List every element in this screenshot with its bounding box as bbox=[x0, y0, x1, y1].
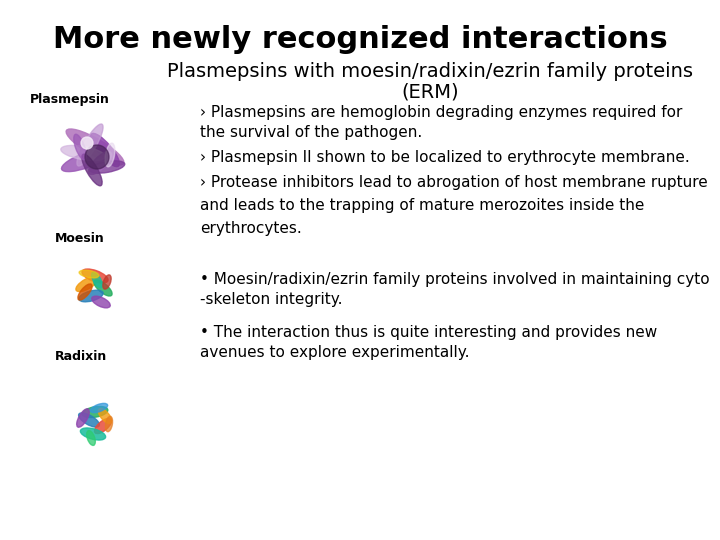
Text: erythrocytes.: erythrocytes. bbox=[200, 221, 302, 236]
Ellipse shape bbox=[94, 418, 112, 434]
Ellipse shape bbox=[76, 409, 89, 427]
Text: › Protease inhibitors lead to abrogation of host membrane rupture: › Protease inhibitors lead to abrogation… bbox=[200, 175, 708, 190]
Ellipse shape bbox=[79, 290, 103, 302]
Text: the survival of the pathogen.: the survival of the pathogen. bbox=[200, 125, 422, 140]
Ellipse shape bbox=[105, 416, 112, 431]
Ellipse shape bbox=[79, 270, 99, 278]
Ellipse shape bbox=[82, 407, 108, 417]
Ellipse shape bbox=[73, 134, 86, 160]
Ellipse shape bbox=[91, 296, 110, 308]
Ellipse shape bbox=[103, 275, 111, 289]
Circle shape bbox=[81, 137, 93, 149]
Ellipse shape bbox=[60, 145, 105, 160]
Text: Plasmepsin: Plasmepsin bbox=[30, 93, 110, 106]
Ellipse shape bbox=[94, 280, 112, 296]
Text: • Moesin/radixin/ezrin family proteins involved in maintaining cyto: • Moesin/radixin/ezrin family proteins i… bbox=[200, 272, 710, 287]
Ellipse shape bbox=[89, 161, 125, 173]
Ellipse shape bbox=[81, 428, 106, 440]
Text: avenues to explore experimentally.: avenues to explore experimentally. bbox=[200, 345, 469, 360]
Ellipse shape bbox=[78, 413, 99, 427]
Ellipse shape bbox=[105, 143, 115, 167]
Text: Radixin: Radixin bbox=[55, 350, 107, 363]
Ellipse shape bbox=[90, 403, 108, 413]
Ellipse shape bbox=[82, 269, 108, 283]
Ellipse shape bbox=[91, 272, 102, 288]
Text: Moesin: Moesin bbox=[55, 232, 104, 245]
Ellipse shape bbox=[61, 148, 112, 172]
Text: and leads to the trapping of mature merozoites inside the: and leads to the trapping of mature mero… bbox=[200, 198, 644, 213]
Ellipse shape bbox=[89, 152, 112, 174]
Ellipse shape bbox=[86, 430, 95, 445]
Ellipse shape bbox=[99, 409, 112, 423]
Text: -skeleton integrity.: -skeleton integrity. bbox=[200, 292, 343, 307]
Text: Plasmepsins with moesin/radixin/ezrin family proteins: Plasmepsins with moesin/radixin/ezrin fa… bbox=[167, 62, 693, 81]
Ellipse shape bbox=[91, 133, 120, 167]
Ellipse shape bbox=[76, 276, 98, 292]
Text: More newly recognized interactions: More newly recognized interactions bbox=[53, 25, 667, 54]
Ellipse shape bbox=[66, 129, 124, 165]
Ellipse shape bbox=[77, 124, 103, 166]
Circle shape bbox=[85, 145, 109, 169]
Text: • The interaction thus is quite interesting and provides new: • The interaction thus is quite interest… bbox=[200, 325, 657, 340]
Text: (ERM): (ERM) bbox=[401, 82, 459, 101]
Text: › Plasmepsins are hemoglobin degrading enzymes required for: › Plasmepsins are hemoglobin degrading e… bbox=[200, 105, 683, 120]
Ellipse shape bbox=[82, 154, 102, 186]
Text: › Plasmepsin II shown to be localized to erythrocyte membrane.: › Plasmepsin II shown to be localized to… bbox=[200, 150, 690, 165]
Ellipse shape bbox=[78, 284, 92, 300]
